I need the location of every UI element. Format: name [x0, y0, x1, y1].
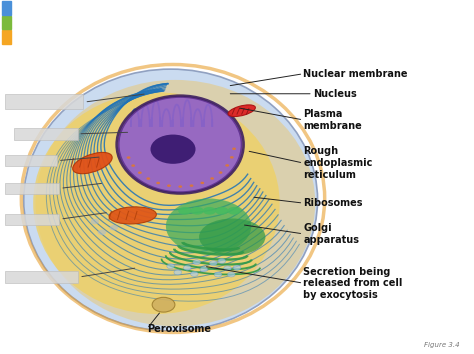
FancyBboxPatch shape: [5, 155, 57, 166]
Ellipse shape: [215, 207, 228, 215]
Ellipse shape: [152, 297, 175, 312]
Ellipse shape: [190, 184, 193, 187]
Ellipse shape: [109, 207, 156, 224]
Ellipse shape: [146, 177, 150, 180]
Ellipse shape: [151, 135, 195, 164]
Ellipse shape: [36, 80, 315, 326]
Ellipse shape: [178, 207, 191, 215]
Ellipse shape: [219, 171, 222, 174]
Ellipse shape: [24, 69, 318, 331]
FancyBboxPatch shape: [5, 271, 78, 283]
Ellipse shape: [225, 164, 229, 167]
Ellipse shape: [201, 182, 204, 184]
Ellipse shape: [98, 230, 106, 235]
Ellipse shape: [191, 207, 204, 215]
Ellipse shape: [233, 265, 241, 270]
Ellipse shape: [191, 272, 198, 276]
Ellipse shape: [193, 260, 201, 265]
Text: Ribosomes: Ribosomes: [303, 198, 363, 208]
Ellipse shape: [131, 164, 135, 167]
Ellipse shape: [109, 225, 118, 230]
Ellipse shape: [232, 148, 236, 150]
Ellipse shape: [33, 92, 280, 314]
Text: Nuclear membrane: Nuclear membrane: [303, 69, 408, 79]
Bar: [2, 30, 11, 44]
Ellipse shape: [118, 97, 242, 192]
Ellipse shape: [127, 156, 130, 159]
Ellipse shape: [214, 272, 222, 277]
Ellipse shape: [91, 219, 99, 224]
Ellipse shape: [224, 266, 231, 271]
Text: Peroxisome: Peroxisome: [147, 324, 211, 334]
Ellipse shape: [228, 105, 255, 116]
Ellipse shape: [167, 264, 174, 269]
Text: Secretion being
released from cell
by exocytosis: Secretion being released from cell by ex…: [303, 267, 403, 300]
Ellipse shape: [218, 258, 226, 263]
Text: Nucleus: Nucleus: [313, 89, 356, 99]
FancyBboxPatch shape: [5, 95, 83, 109]
Ellipse shape: [228, 207, 241, 215]
Text: Rough
endoplasmic
reticulum: Rough endoplasmic reticulum: [303, 147, 373, 179]
Ellipse shape: [178, 185, 182, 188]
Ellipse shape: [73, 153, 112, 174]
Ellipse shape: [203, 207, 216, 215]
FancyBboxPatch shape: [5, 213, 59, 225]
Ellipse shape: [174, 270, 182, 275]
Bar: [2, 16, 11, 29]
Ellipse shape: [200, 267, 208, 272]
Ellipse shape: [228, 272, 235, 277]
Ellipse shape: [183, 265, 191, 270]
Ellipse shape: [199, 218, 265, 256]
Ellipse shape: [210, 261, 217, 266]
FancyBboxPatch shape: [5, 183, 59, 194]
FancyBboxPatch shape: [14, 128, 78, 140]
Ellipse shape: [230, 156, 234, 159]
Text: Cytoplasmic Organelles: Cytoplasmic Organelles: [26, 12, 322, 36]
Text: Golgi
apparatus: Golgi apparatus: [303, 223, 359, 245]
Ellipse shape: [167, 184, 171, 187]
Text: Plasma
membrane: Plasma membrane: [303, 109, 362, 131]
Ellipse shape: [210, 177, 214, 180]
Text: Figure 3.4: Figure 3.4: [424, 342, 460, 348]
Ellipse shape: [117, 219, 125, 224]
Ellipse shape: [166, 199, 251, 254]
Ellipse shape: [138, 171, 142, 174]
Bar: [2, 1, 11, 15]
Ellipse shape: [156, 182, 160, 184]
